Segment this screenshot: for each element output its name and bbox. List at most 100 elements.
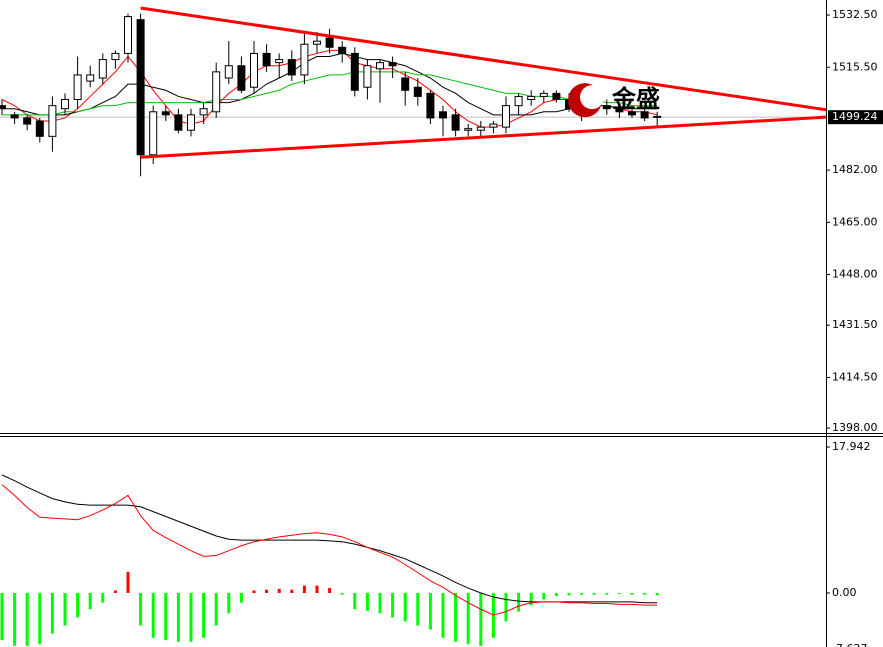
candle-body [388, 62, 397, 67]
candle-body [23, 117, 32, 125]
histogram-bar [567, 592, 571, 596]
trendline [140, 115, 826, 159]
candle-body [0, 105, 6, 110]
candle-body [464, 128, 473, 131]
histogram-bar [176, 592, 180, 642]
histogram-bar [441, 592, 445, 638]
watermark: 金盛 [611, 85, 660, 113]
histogram-bar [164, 592, 168, 641]
candle-body [413, 86, 422, 97]
candle-body [640, 111, 649, 119]
last-price-box [828, 110, 883, 125]
y-tick-label: 1515.50 [832, 60, 878, 73]
histogram-bar [340, 592, 344, 595]
histogram-bar [202, 592, 206, 638]
candle-body [86, 74, 95, 82]
histogram-bar [328, 588, 332, 593]
candle-body [514, 95, 523, 107]
histogram-bar [592, 592, 596, 595]
histogram-bar [88, 592, 92, 610]
histogram-bar [113, 590, 117, 593]
candle-body [653, 115, 662, 118]
histogram-bar [391, 592, 395, 618]
candle-body [124, 16, 132, 54]
histogram-bar [252, 590, 256, 593]
candle-body [476, 126, 485, 131]
histogram-bar [101, 592, 105, 603]
candle-body [149, 111, 158, 156]
candle-body [401, 77, 410, 91]
y-tick-label: 0.00 [832, 586, 857, 599]
candle-body [628, 111, 636, 116]
histogram-bar [365, 592, 369, 611]
histogram-bar [126, 571, 130, 593]
y-tick-label: 1465.00 [832, 215, 878, 228]
macd-line [1, 484, 658, 616]
histogram-bar [403, 592, 407, 622]
histogram-bar [227, 592, 231, 614]
histogram-bar [13, 592, 17, 646]
histogram-bar [239, 592, 243, 603]
histogram-bar [139, 592, 143, 626]
histogram-bar [617, 592, 621, 594]
histogram-bar [0, 592, 4, 641]
candle-body [224, 65, 233, 79]
candle-body [350, 52, 359, 91]
histogram-bar [315, 585, 319, 593]
candle-body [313, 40, 321, 45]
candle-body [539, 92, 548, 97]
candle-body [111, 52, 120, 61]
histogram-bar [416, 592, 420, 626]
y-tick-label: 1482.00 [832, 163, 878, 176]
candle-body [439, 111, 447, 119]
candle-body [376, 62, 384, 70]
histogram-bar [353, 592, 357, 610]
histogram-bar [38, 592, 42, 645]
histogram-bar [214, 592, 218, 626]
candle-body [502, 105, 510, 128]
histogram-bar [504, 592, 508, 622]
trendline [140, 6, 826, 112]
histogram-bar [643, 592, 647, 595]
candle-body [426, 92, 435, 119]
histogram-bar [265, 589, 269, 593]
candle-body [73, 74, 82, 100]
y-tick-label: 1532.50 [832, 8, 878, 21]
candle-body [325, 37, 334, 48]
candle-body [174, 114, 183, 131]
histogram-bar [189, 592, 193, 642]
candle-body [187, 114, 195, 131]
histogram-bar [277, 588, 281, 593]
candle-body [552, 92, 561, 100]
candle-body [250, 52, 258, 88]
histogram-bar [605, 592, 609, 595]
y-tick-label: 1448.00 [832, 268, 878, 281]
candle-body [161, 111, 170, 116]
candle-body [61, 98, 69, 110]
histogram-bar [655, 592, 659, 596]
candle-body [451, 114, 460, 131]
histogram-bar [76, 592, 80, 618]
candle-body [237, 65, 246, 91]
y-tick-label: 1414.50 [832, 370, 878, 383]
histogram-bar [479, 592, 483, 646]
candle-body [10, 114, 19, 119]
candle-body [199, 108, 208, 116]
moving-average [2, 71, 658, 116]
histogram-bar [542, 592, 546, 600]
histogram-bar [466, 592, 470, 645]
histogram-bar [25, 592, 29, 646]
histogram-bar [302, 585, 306, 593]
candle-body [212, 71, 221, 113]
candle-body [262, 52, 271, 67]
histogram-bar [580, 592, 584, 595]
candle-body [275, 59, 284, 64]
histogram-bar [151, 592, 155, 638]
last-price-label: 1499.24 [832, 110, 878, 123]
histogram-bar [554, 592, 558, 597]
histogram-bar [529, 592, 533, 606]
y-tick-label: -7.627 [832, 642, 867, 647]
y-tick-label: 17.942 [832, 440, 871, 453]
histogram-bar [428, 592, 432, 630]
